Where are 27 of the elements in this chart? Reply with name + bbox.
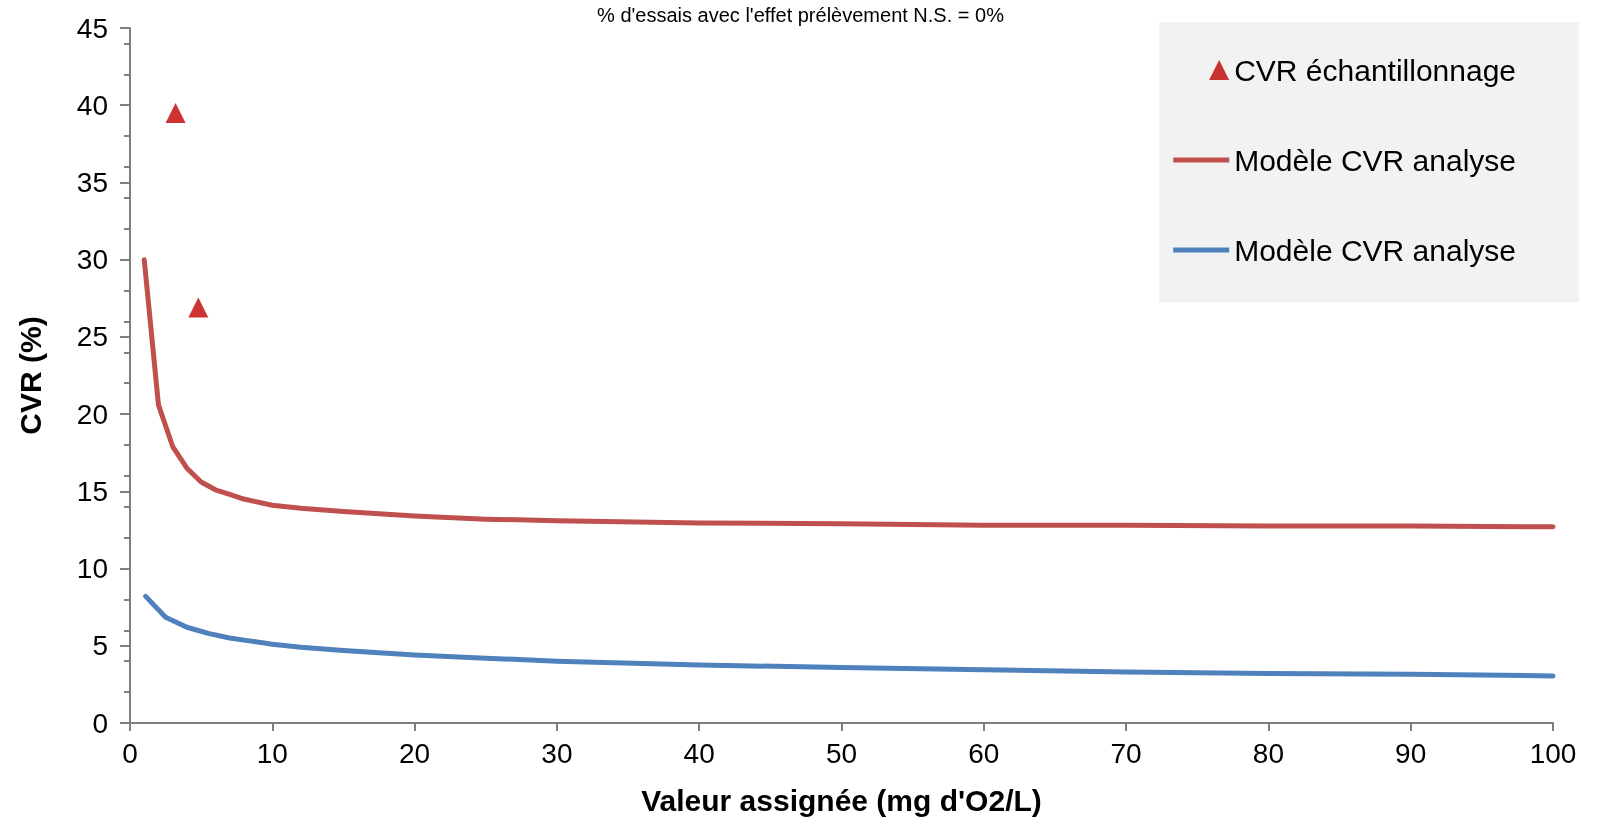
y-tick-label: 15 — [76, 475, 108, 507]
y-tick-label: 5 — [92, 630, 108, 662]
y-axis-title: CVR (%) — [13, 316, 47, 435]
y-tick-label: 10 — [76, 553, 108, 585]
legend-label: Modèle CVR analyse — [1234, 233, 1517, 267]
legend-label: Modèle CVR analyse — [1234, 143, 1517, 177]
x-tick-label: 80 — [1252, 737, 1284, 769]
chart-title: % d'essais avec l'effet prélèvement N.S. = 0% — [597, 4, 1005, 26]
y-tick-label: 25 — [76, 321, 108, 353]
y-tick-label: 45 — [76, 12, 108, 44]
x-tick-label: 10 — [256, 737, 288, 769]
x-tick-label: 50 — [825, 737, 858, 769]
legend-label: CVR échantillonnage — [1234, 53, 1517, 87]
y-tick-label: 20 — [76, 398, 108, 430]
x-axis-title: Valeur assignée (mg d'O2/L) — [641, 783, 1042, 817]
x-tick-label: 100 — [1529, 737, 1577, 769]
x-tick-label: 60 — [968, 737, 1000, 769]
x-tick-label: 40 — [683, 737, 715, 769]
x-tick-label: 0 — [122, 737, 138, 769]
x-tick-label: 30 — [541, 737, 573, 769]
x-tick-label: 90 — [1395, 737, 1427, 769]
x-tick-label: 20 — [399, 737, 431, 769]
x-tick-label: 70 — [1110, 737, 1142, 769]
y-tick-label: 35 — [76, 166, 108, 198]
y-tick-label: 40 — [76, 89, 108, 121]
y-tick-label: 0 — [92, 707, 108, 739]
y-tick-label: 30 — [76, 244, 108, 276]
